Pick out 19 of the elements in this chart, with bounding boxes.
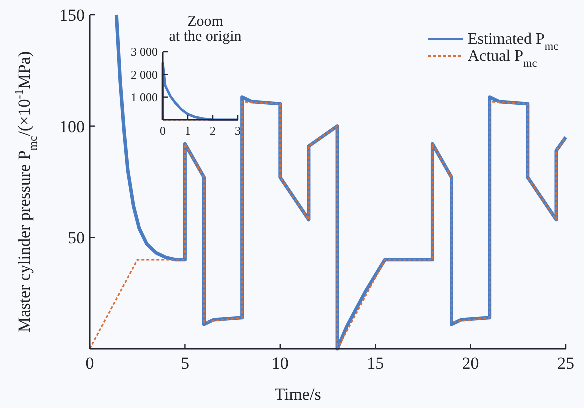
x-tick-label: 3: [235, 124, 241, 138]
x-tick-label: 1: [185, 124, 191, 138]
x-tick-label: 0: [160, 124, 166, 138]
x-tick-label: 0: [86, 354, 94, 373]
x-tick-label: 2: [210, 124, 216, 138]
chart-title: Zoom at the origin: [169, 14, 242, 45]
y-tick-label: 100: [60, 117, 85, 136]
y-tick-label: 1 000: [131, 90, 158, 105]
x-tick-label: 15: [367, 354, 384, 373]
x-tick-label: 10: [272, 354, 289, 373]
x-tick-label: 25: [558, 354, 574, 373]
x-tick-label: 5: [180, 354, 190, 373]
y-tick-label: 50: [68, 228, 85, 248]
legend-label: Actual P$_{mc}$: [468, 48, 538, 70]
y-tick-label: 150: [60, 6, 85, 25]
x-axis-title: Time/s: [274, 385, 322, 404]
x-tick-label: 20: [462, 354, 480, 373]
y-tick-label: 3 000: [131, 45, 158, 60]
y-tick-label: 2 000: [131, 68, 158, 82]
